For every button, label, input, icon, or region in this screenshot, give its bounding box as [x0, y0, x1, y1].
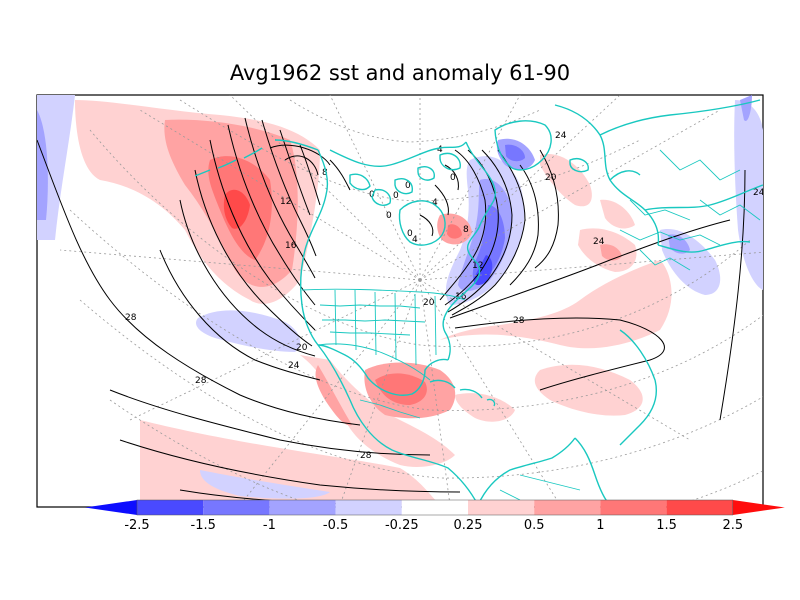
colorbar-tick-label: -1.5 [191, 518, 216, 533]
sst-contours [37, 117, 746, 505]
contour-label: 8 [322, 168, 328, 178]
contour-label: 28 [125, 313, 137, 323]
contour-label: 4 [432, 198, 438, 208]
political-borders [301, 149, 761, 501]
contour-label: 20 [423, 298, 435, 308]
contour-label: 0 [405, 181, 411, 191]
contour-label: 4 [437, 145, 443, 155]
colorbar-segment [203, 500, 270, 515]
contour-label: 28 [513, 316, 525, 326]
map-title: Avg1962 sst and anomaly 61-90 [230, 61, 570, 85]
contour-label: 24 [753, 188, 765, 198]
contour-label: 0 [407, 229, 413, 239]
colorbar-segment [401, 500, 468, 515]
colorbar-segment [269, 500, 336, 515]
colorbar: -2.5 -1.5 -1 -0.5 -0.25 0.25 0.5 1 1.5 2.5 [85, 499, 785, 533]
colorbar-tick-label: -0.5 [323, 518, 348, 533]
contour-label: 16 [285, 241, 297, 251]
contour-label: 12 [472, 261, 483, 271]
contour-label: 4 [412, 235, 418, 245]
contour-label: 28 [195, 376, 207, 386]
colorbar-tick-label: -1 [263, 518, 276, 533]
colorbar-segment [666, 500, 733, 515]
contour-label: 20 [545, 173, 557, 183]
contour-label: 0 [386, 211, 392, 221]
colorbar-segment [600, 500, 667, 515]
contour-label: 24 [288, 361, 300, 371]
contour-label: 12 [280, 197, 291, 207]
colorbar-tick-label: -2.5 [124, 518, 149, 533]
colorbar-tick-label: 0.25 [454, 518, 483, 533]
contour-label: 0 [450, 173, 456, 183]
contour-labels: 0 0 0 0 0 0 4 4 4 8 8 12 12 16 16 20 20 … [125, 131, 765, 461]
colorbar-segment [85, 500, 137, 515]
contour-label: 28 [360, 451, 372, 461]
contour-label: 24 [555, 131, 567, 141]
colorbar-segment [534, 500, 601, 515]
colorbar-tick-label: 1.5 [656, 518, 677, 533]
colorbar-tick-label: -0.25 [385, 518, 419, 533]
colorbar-segment [335, 500, 402, 515]
colorbar-segment [732, 500, 785, 515]
colorbar-tick-label: 1 [596, 518, 604, 533]
colorbar-tick-label: 2.5 [722, 518, 743, 533]
colorbar-segment [137, 500, 204, 515]
graticule [59, 95, 763, 507]
contour-label: 0 [393, 191, 399, 201]
contour-label: 24 [593, 237, 605, 247]
contour-label: 20 [296, 343, 308, 353]
colorbar-tick-label: 0.5 [524, 518, 545, 533]
contour-label: 0 [369, 190, 375, 200]
colorbar-segment [468, 500, 535, 515]
contour-label: 8 [463, 225, 469, 235]
colorbar-outline [136, 499, 734, 516]
